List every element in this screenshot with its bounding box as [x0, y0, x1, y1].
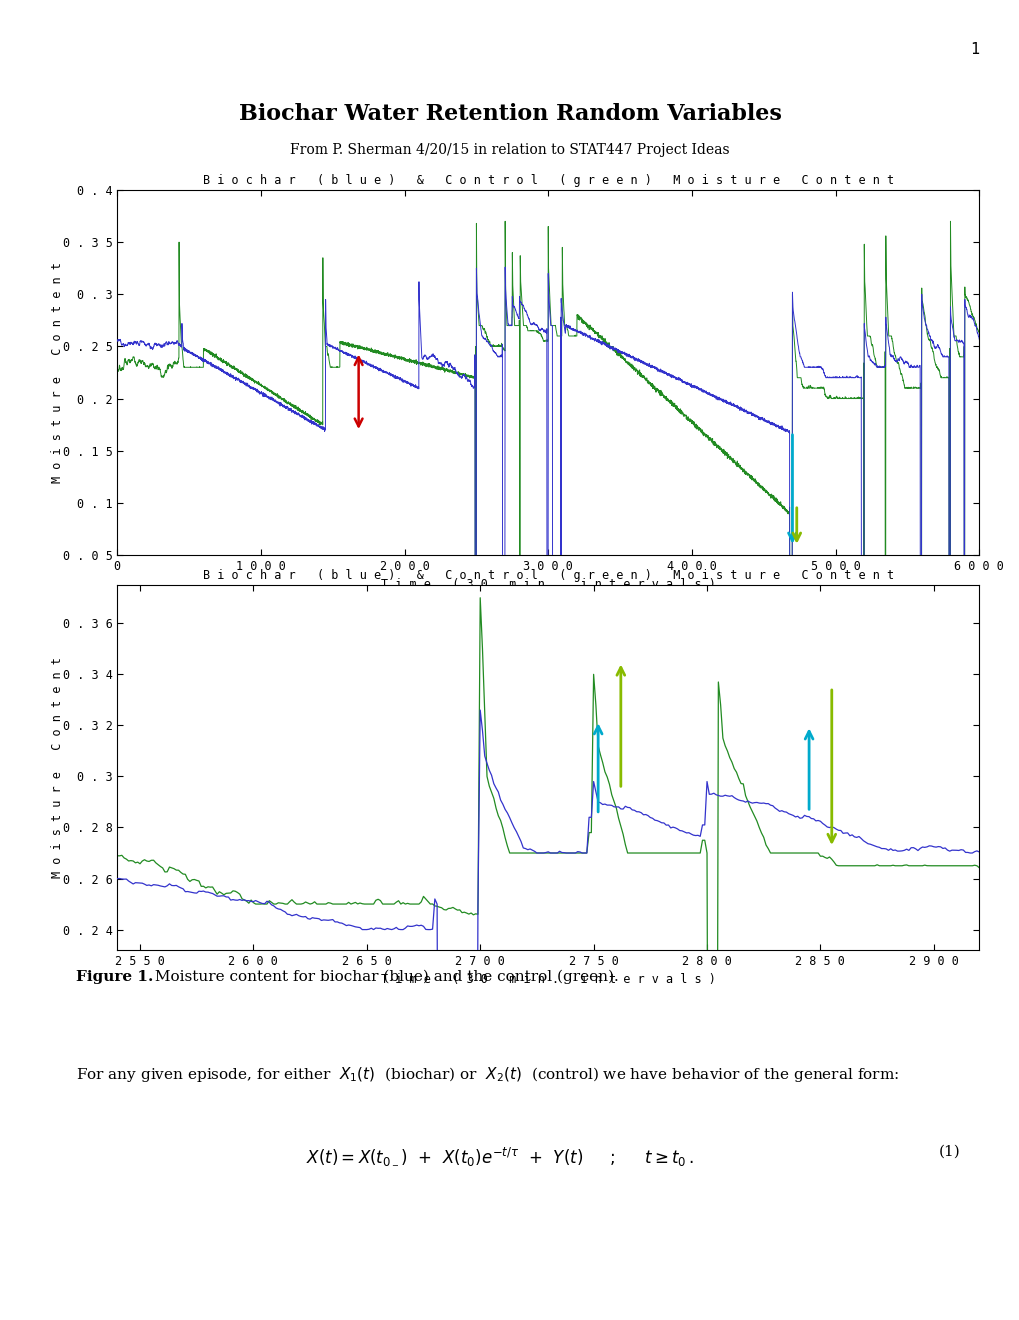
Text: Moisture content for biochar (blue) and the control (green).: Moisture content for biochar (blue) and …: [150, 970, 619, 985]
Text: Biochar Water Retention Random Variables: Biochar Water Retention Random Variables: [238, 103, 781, 125]
Title: B i o c h a r   ( b l u e )   &   C o n t r o l   ( g r e e n )   M o i s t u r : B i o c h a r ( b l u e ) & C o n t r o …: [203, 174, 893, 187]
Text: $X(t) = X(t_{0_-})$  $+$  $X(t_0)e^{-t/\tau}$  $+$  $Y(t)$     $;$     $t \geq t: $X(t) = X(t_{0_-})$ $+$ $X(t_0)e^{-t/\ta…: [306, 1144, 693, 1166]
X-axis label: T i m e   ( 3 0   m i n .   i n t e r v a l s ): T i m e ( 3 0 m i n . i n t e r v a l s …: [380, 578, 715, 591]
X-axis label: T i m e   ( 3 0   m i n .   i n t e r v a l s ): T i m e ( 3 0 m i n . i n t e r v a l s …: [380, 973, 715, 986]
Text: (1): (1): [937, 1144, 959, 1159]
Text: Figure 1.: Figure 1.: [76, 970, 154, 983]
Text: From P. Sherman 4/20/15 in relation to STAT447 Project Ideas: From P. Sherman 4/20/15 in relation to S…: [289, 143, 730, 157]
Text: For any given episode, for either  $X_1(t)$  (biochar) or  $X_2(t)$  (control) w: For any given episode, for either $X_1(t…: [76, 1065, 899, 1084]
Title: B i o c h a r   ( b l u e )   &   C o n t r o l   ( g r e e n )   M o i s t u r : B i o c h a r ( b l u e ) & C o n t r o …: [203, 569, 893, 582]
Y-axis label: M o i s t u r e   C o n t e n t: M o i s t u r e C o n t e n t: [51, 263, 63, 483]
Y-axis label: M o i s t u r e   C o n t e n t: M o i s t u r e C o n t e n t: [51, 657, 63, 878]
Text: 1: 1: [969, 42, 978, 57]
